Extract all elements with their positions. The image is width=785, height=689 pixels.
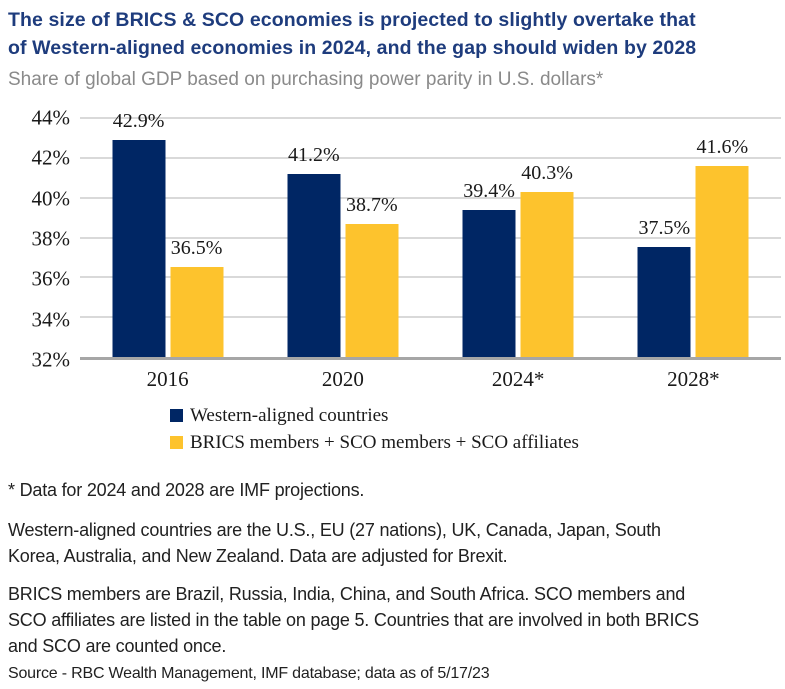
- y-axis-tick-label: 36%: [31, 266, 71, 291]
- footnote-brics-definition: BRICS members are Brazil, Russia, India,…: [8, 584, 699, 656]
- gridline: [80, 117, 781, 119]
- bar-brics-2020: [345, 223, 399, 357]
- page-title-line2: of Western-aligned economies in 2024, an…: [8, 37, 697, 59]
- chart-subtitle: Share of global GDP based on purchasing …: [8, 69, 604, 90]
- gridline: [80, 156, 781, 159]
- y-axis-tick-label: 44%: [31, 105, 71, 130]
- x-axis-tick-label: 2016: [146, 367, 189, 391]
- gridline: [80, 196, 781, 199]
- bar-western-2020: [287, 173, 341, 357]
- y-axis-tick-label: 42%: [31, 145, 71, 170]
- footnote-projections: * Data for 2024 and 2028 are IMF project…: [8, 480, 365, 500]
- data-label-western-2024: 39.4%: [463, 179, 515, 202]
- source-line: Source - RBC Wealth Management, IMF data…: [8, 665, 490, 682]
- y-axis: 44% 42% 40% 38% 36% 34% 32%: [8, 106, 71, 372]
- legend-label-western: Western-aligned countries: [190, 404, 389, 426]
- legend: Western-aligned countries BRICS members …: [170, 402, 781, 456]
- y-axis-tick-label: 32%: [31, 347, 71, 372]
- bar-brics-2016: [170, 267, 224, 357]
- x-axis-tick-label: 2020: [321, 367, 364, 391]
- data-label-brics-2024: 40.3%: [521, 161, 573, 184]
- footnote-western-definition: Western-aligned countries are the U.S., …: [8, 520, 661, 566]
- x-axis-tick-label: 2028*: [667, 367, 720, 391]
- legend-swatch-brics: [170, 436, 183, 449]
- data-label-western-2020: 41.2%: [288, 143, 340, 166]
- legend-item-western: Western-aligned countries: [170, 402, 781, 429]
- x-axis: 2016 2020 2024* 2028*: [80, 360, 781, 393]
- data-label-western-2028: 37.5%: [638, 217, 691, 240]
- data-label-brics-2020: 38.7%: [346, 193, 398, 216]
- gdp-share-bar-chart: 44% 42% 40% 38% 36% 34% 32% 42.9% 36.5% 41.2% 38.…: [8, 106, 781, 393]
- legend-label-brics: BRICS members + SCO members + SCO affili…: [190, 431, 579, 453]
- bar-western-2016: [112, 139, 166, 357]
- y-axis-tick-label: 40%: [31, 186, 71, 211]
- x-axis-tick-label: 2024*: [491, 367, 545, 391]
- bar-western-2024: [462, 209, 516, 357]
- bar-western-2028: [637, 247, 691, 357]
- bar-brics-2028: [695, 165, 749, 357]
- gridline: [80, 236, 781, 239]
- y-axis-tick-label: 38%: [31, 226, 71, 251]
- page-title: The size of BRICS & SCO economies is pro…: [8, 6, 781, 62]
- legend-item-brics: BRICS members + SCO members + SCO affili…: [170, 429, 781, 456]
- plot-area: 42.9% 36.5% 41.2% 38.7% 39.4% 40.3% 37.5% 41.6%: [80, 111, 781, 360]
- gridline: [80, 316, 781, 319]
- bar-brics-2024: [520, 191, 574, 357]
- data-label-brics-2016: 36.5%: [170, 237, 223, 260]
- data-label-brics-2028: 41.6%: [696, 135, 749, 158]
- gridline: [80, 276, 781, 279]
- y-axis-tick-label: 34%: [31, 307, 71, 332]
- data-label-western-2016: 42.9%: [112, 109, 165, 132]
- page-title-line1: The size of BRICS & SCO economies is pro…: [8, 9, 696, 31]
- legend-swatch-western: [170, 409, 183, 422]
